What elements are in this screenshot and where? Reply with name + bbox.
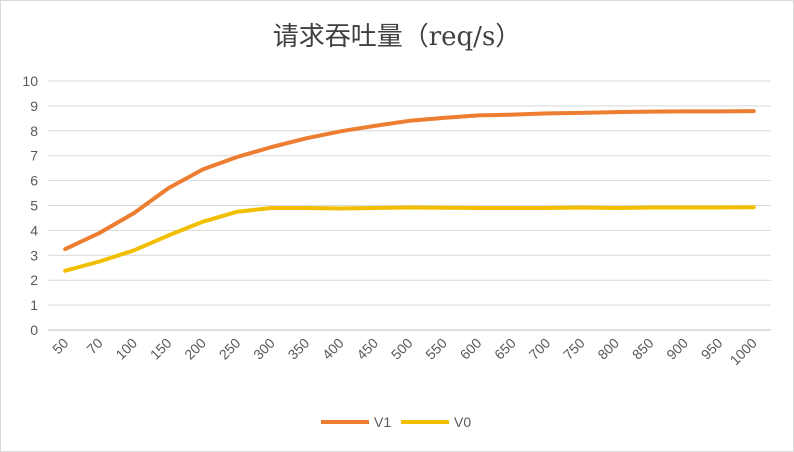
y-tick-label: 8 [30,123,38,139]
x-tick-label: 400 [319,335,347,363]
y-tick-label: 0 [30,322,38,338]
y-tick-label: 7 [30,148,38,164]
legend: V1 V0 [321,414,471,430]
legend-label-v0: V0 [454,414,471,430]
x-tick-label: 70 [83,335,105,357]
x-tick-label: 200 [181,335,209,363]
x-tick-label: 450 [353,335,381,363]
x-tick-label: 800 [594,335,622,363]
x-tick-label: 600 [457,335,485,363]
y-axis-ticks: 0 1 2 3 4 5 6 7 8 9 10 [22,73,38,338]
series-lines [63,109,756,273]
y-tick-label: 5 [30,198,38,214]
x-tick-label: 300 [250,335,278,363]
x-tick-label: 100 [112,335,140,363]
y-tick-label: 6 [30,173,38,189]
x-tick-label: 500 [388,335,416,363]
x-tick-label: 250 [216,335,244,363]
series-line-v0 [63,205,756,273]
y-tick-label: 4 [30,222,38,238]
chart-title: 请求吞吐量（req/s） [273,22,522,52]
x-tick-label: 1000 [727,335,760,368]
x-tick-label: 950 [698,335,726,363]
legend-label-v1: V1 [374,414,391,430]
y-tick-label: 1 [30,297,38,313]
y-tick-label: 9 [30,98,38,114]
x-tick-label: 900 [663,335,691,363]
x-tick-label: 150 [147,335,175,363]
x-tick-label: 650 [491,335,519,363]
x-axis-ticks: 50 70 100 150 200 250 300 350 400 450 500 550 600 650… [49,335,760,368]
y-tick-label: 10 [22,73,38,89]
x-tick-label: 550 [422,335,450,363]
series-line-v1 [63,109,756,252]
y-tick-label: 2 [30,272,38,288]
gridlines [48,80,771,331]
x-tick-label: 850 [629,335,657,363]
x-tick-label: 750 [560,335,588,363]
x-tick-label: 350 [285,335,313,363]
x-tick-label: 50 [49,335,71,357]
y-tick-label: 3 [30,247,38,263]
x-tick-label: 700 [526,335,554,363]
